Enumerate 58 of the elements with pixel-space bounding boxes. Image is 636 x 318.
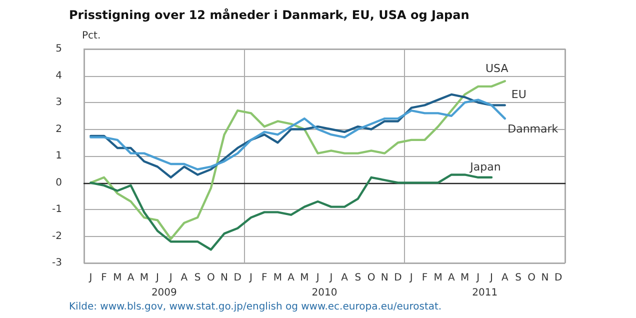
- line-series: [90, 80, 506, 240]
- x-tick-label: N: [380, 272, 388, 284]
- text: 2011: [472, 288, 498, 298]
- series-label: Danmark: [508, 122, 559, 136]
- line-series: [90, 174, 493, 251]
- x-tick-label: S: [515, 272, 522, 284]
- x-tick-label: S: [354, 272, 362, 284]
- x-tick-label: A: [448, 272, 456, 284]
- x-tick-label: D: [554, 272, 562, 284]
- y-tick-label: 4: [56, 70, 62, 82]
- y-tick-label: -2: [52, 230, 62, 242]
- x-tick-label: J: [328, 272, 333, 284]
- y-tick-label: -3: [52, 258, 62, 268]
- x-tick-label: N: [541, 272, 549, 284]
- x-tick-label: J: [155, 272, 159, 284]
- x-tick-label: J: [315, 272, 320, 284]
- x-tick-label: A: [288, 272, 295, 284]
- x-tick-label: N: [220, 272, 228, 284]
- y-tick-label: 0: [56, 177, 62, 188]
- x-tick-label: M: [273, 272, 282, 284]
- x-tick-label: J: [248, 272, 252, 284]
- x-tick-label: A: [501, 272, 508, 284]
- y-tick-label: 3: [56, 97, 62, 108]
- x-tick-label: J: [88, 272, 92, 284]
- x-tick-label: A: [180, 272, 188, 284]
- x-tick-label: A: [341, 272, 348, 284]
- x-tick-label: S: [194, 272, 201, 284]
- y-tick-label: 1: [56, 150, 62, 162]
- text: Kilde: www.bls.gov, www.stat.go.jp/english og www.ec.europa.eu/eurostat.: [69, 302, 442, 312]
- series-label: EU: [511, 88, 526, 102]
- x-tick-label: F: [422, 272, 428, 284]
- series-label: USA: [485, 62, 509, 76]
- x-tick-label: J: [168, 272, 172, 284]
- chart-title: Prisstigning over 12 måneder i Danmark, EU, USA og Japan: [69, 8, 470, 22]
- x-tick-label: O: [206, 272, 215, 284]
- x-tick-label: J: [476, 272, 480, 284]
- x-tick-label: J: [489, 272, 493, 284]
- text: 2010: [312, 288, 338, 298]
- x-tick-label: D: [394, 272, 402, 284]
- series-label: Japan: [469, 160, 501, 174]
- line-series: [90, 93, 506, 178]
- y-axis-title: Pct.: [82, 30, 101, 42]
- x-tick-label: M: [300, 272, 309, 284]
- x-tick-label: M: [113, 272, 122, 284]
- x-tick-label: D: [234, 272, 242, 284]
- x-tick-label: M: [460, 272, 470, 284]
- x-tick-label: A: [127, 272, 134, 284]
- x-tick-label: F: [261, 272, 268, 284]
- x-tick-label: J: [408, 272, 413, 284]
- x-tick-label: O: [528, 272, 536, 284]
- y-tick-label: -1: [52, 204, 62, 215]
- x-tick-label: F: [101, 272, 108, 284]
- y-tick-label: 5: [56, 44, 62, 54]
- y-tick-label: 2: [56, 124, 62, 135]
- text: 2009: [151, 288, 177, 298]
- x-tick-label: O: [367, 272, 376, 284]
- x-tick-label: M: [434, 272, 442, 284]
- x-tick-label: M: [140, 272, 148, 284]
